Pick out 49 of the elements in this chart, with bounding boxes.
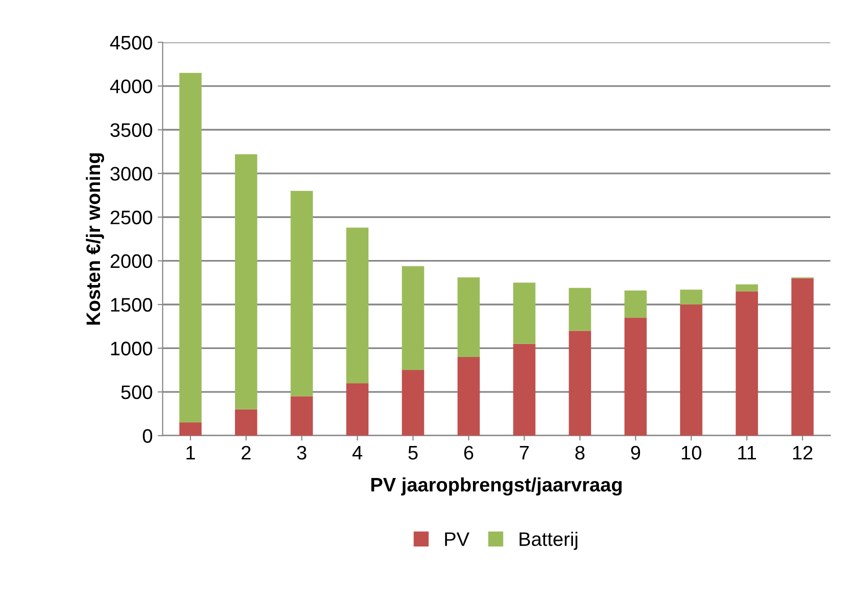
bar xyxy=(568,288,592,331)
x-tick-label: 12 xyxy=(793,446,812,460)
bar xyxy=(680,304,702,436)
x-tick-label: 4 xyxy=(352,446,362,460)
y-tick-label: 1500 xyxy=(111,298,152,312)
y-tick-label: 3500 xyxy=(110,123,152,137)
bar xyxy=(234,154,258,410)
bar xyxy=(179,422,202,436)
x-tick-label: 7 xyxy=(520,446,529,460)
y-tick-label: 0 xyxy=(142,429,152,443)
y-axis-title: Kosten €/jr woning xyxy=(86,153,104,325)
bar xyxy=(736,291,758,436)
y-tick-label: 2500 xyxy=(110,210,152,224)
x-tick-label: 10 xyxy=(682,446,702,460)
x-tick-label: 1 xyxy=(186,446,195,460)
bar xyxy=(234,409,258,436)
bar xyxy=(568,330,592,436)
bar xyxy=(680,290,702,305)
bar xyxy=(736,284,758,292)
y-tick-label: 4000 xyxy=(110,80,152,94)
bar xyxy=(346,228,369,384)
bar xyxy=(346,383,369,436)
bar xyxy=(402,370,424,436)
bar xyxy=(458,277,480,357)
bar xyxy=(513,344,536,436)
x-axis-title: PV jaaropbrengst/jaarvraag xyxy=(371,477,622,496)
x-tick-label: 6 xyxy=(464,446,474,460)
x-tick-label: 3 xyxy=(297,446,306,460)
x-tick-label: 11 xyxy=(738,446,756,460)
y-tick-label: 1000 xyxy=(111,342,152,356)
bar xyxy=(624,318,647,436)
legend-label: Batterij xyxy=(520,532,578,550)
y-tick-label: 4500 xyxy=(110,36,152,50)
y-tick-label: 3000 xyxy=(110,166,152,181)
bar xyxy=(290,190,313,396)
y-tick-label: 2000 xyxy=(110,254,152,268)
bar xyxy=(791,278,814,436)
bar xyxy=(624,290,647,318)
y-tick-label: 500 xyxy=(121,385,152,400)
x-tick-label: 8 xyxy=(575,446,584,460)
bar xyxy=(179,72,202,422)
bar xyxy=(290,396,313,436)
bar xyxy=(513,282,536,344)
x-tick-label: 9 xyxy=(631,446,640,460)
bar xyxy=(402,266,424,370)
x-tick-label: 2 xyxy=(242,446,251,460)
bar xyxy=(458,356,480,436)
x-tick-label: 5 xyxy=(408,446,418,460)
legend-label: PV xyxy=(445,532,470,546)
